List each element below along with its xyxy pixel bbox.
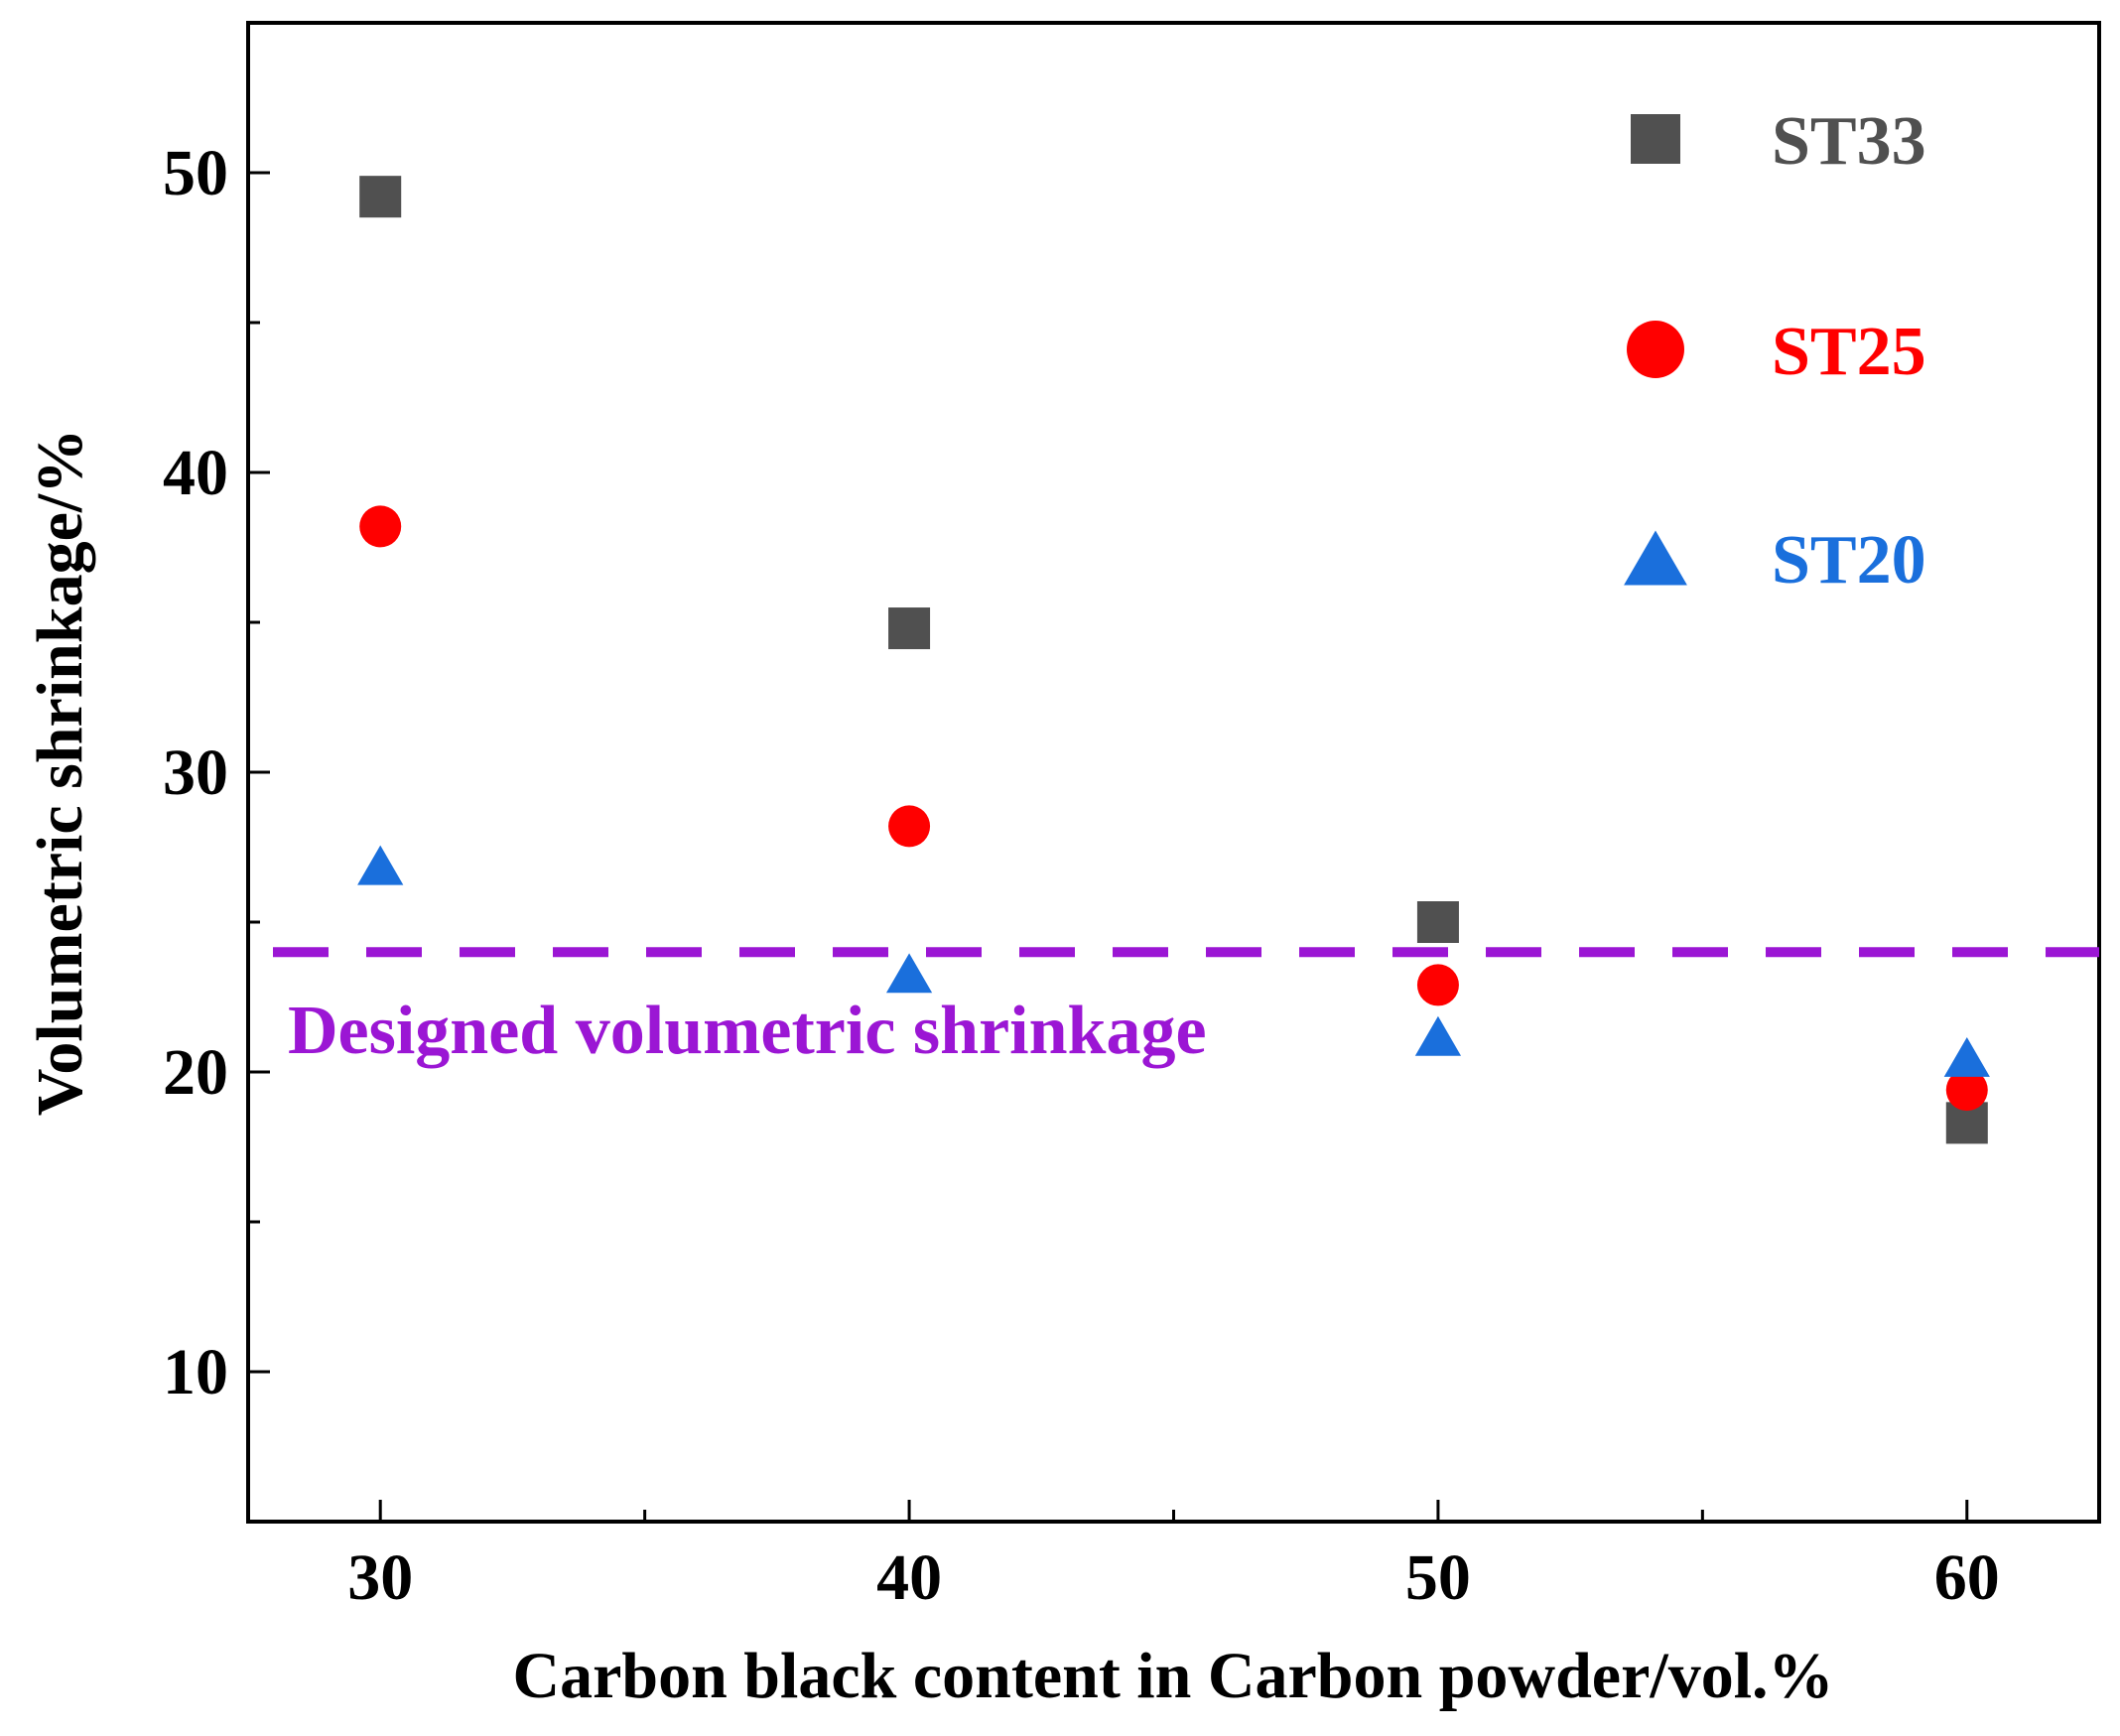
legend: ST33 ST25 ST20 [1624, 103, 1926, 599]
legend-marker-st20 [1624, 530, 1687, 586]
point-st25 [888, 805, 931, 848]
point-st25 [1416, 964, 1459, 1006]
point-st33 [359, 176, 402, 218]
point-st20 [1943, 1036, 1990, 1077]
y-tick-label: 20 [163, 1036, 228, 1109]
y-tick-label: 50 [163, 137, 228, 209]
point-st20 [1414, 1015, 1462, 1056]
legend-marker-st25 [1627, 321, 1684, 378]
legend-label-st33: ST33 [1772, 103, 1926, 180]
x-axis-label: Carbon black content in Carbon powder/vo… [512, 1640, 1833, 1712]
legend-marker-st33 [1631, 114, 1680, 164]
y-tick-label: 40 [163, 437, 228, 509]
point-st20 [357, 845, 404, 885]
point-st20 [885, 953, 933, 994]
x-tick-label: 40 [876, 1541, 942, 1614]
point-st33 [1416, 901, 1459, 943]
point-st33 [888, 607, 931, 650]
y-tick-label: 10 [163, 1336, 228, 1408]
legend-label-st25: ST25 [1772, 314, 1926, 390]
y-axis-label: Volumetric shrinkage/% [24, 429, 96, 1116]
legend-label-st20: ST20 [1772, 522, 1926, 599]
point-st25 [1945, 1069, 1988, 1112]
x-tick-label: 30 [347, 1541, 413, 1614]
axis-ticks: 30 40 50 60 10 20 30 40 50 [163, 137, 2000, 1614]
plot-frame [246, 21, 2101, 1524]
point-st25 [359, 505, 402, 548]
data-points [357, 176, 1990, 1144]
reference-line-label: Designed volumetric shrinkage [288, 993, 1207, 1069]
x-tick-label: 50 [1405, 1541, 1471, 1614]
y-tick-label: 30 [163, 736, 228, 809]
x-tick-label: 60 [1934, 1541, 2000, 1614]
